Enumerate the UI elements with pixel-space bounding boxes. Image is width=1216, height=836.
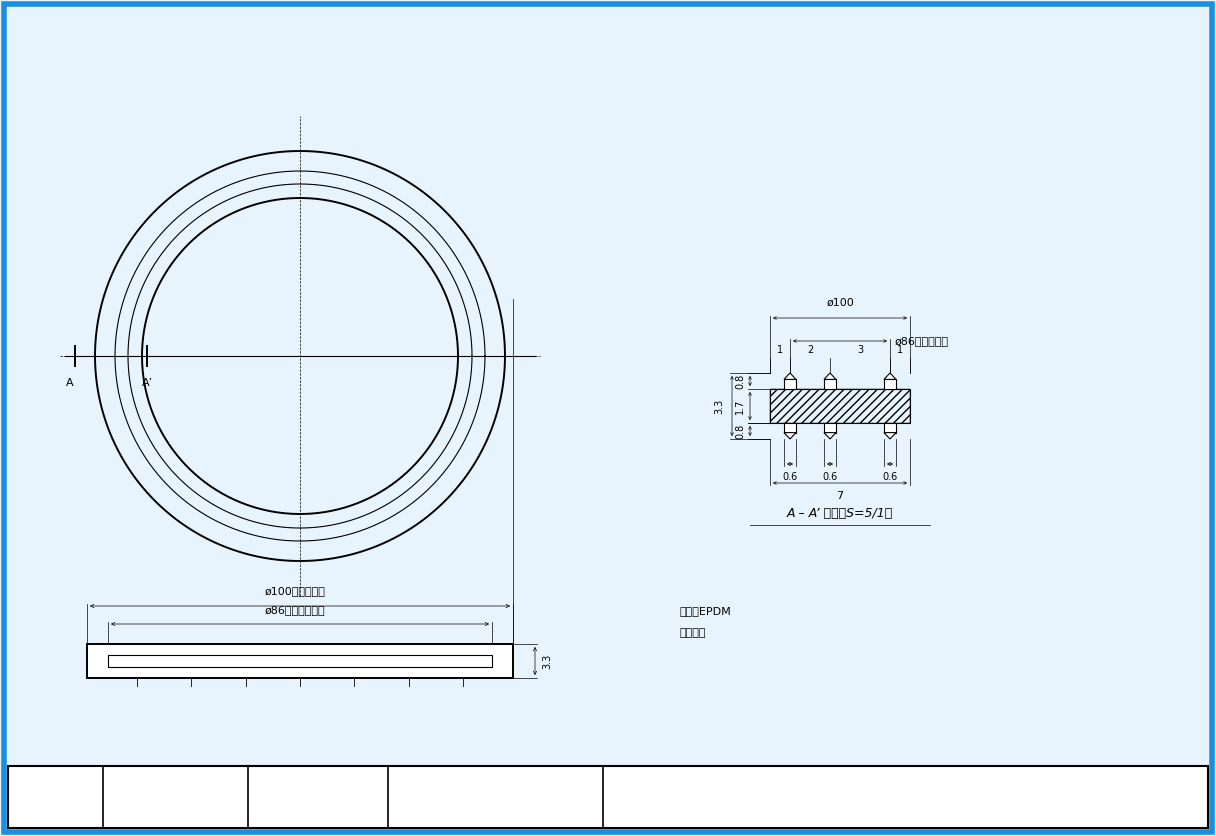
Text: 備考: 備考 (610, 779, 624, 789)
Bar (884, 423, 896, 432)
Bar (88, 644, 513, 678)
Polygon shape (784, 432, 796, 439)
Text: ø100　（平均）: ø100 （平均） (265, 586, 326, 596)
Text: 0.8: 0.8 (734, 423, 745, 439)
Polygon shape (884, 432, 896, 439)
Polygon shape (824, 432, 837, 439)
Text: ø86　　（平均）: ø86 （平均） (265, 605, 326, 615)
Bar (9, 766, 1207, 828)
Text: 1.7: 1.7 (734, 398, 745, 414)
Bar (770, 389, 910, 423)
Text: 部品特定用図: 部品特定用図 (148, 789, 203, 804)
Text: 3: 3 (857, 345, 863, 355)
Text: A’: A’ (141, 378, 152, 388)
Text: 3.3: 3.3 (714, 399, 724, 414)
Text: 0.6: 0.6 (822, 472, 838, 482)
Polygon shape (884, 373, 896, 380)
Polygon shape (824, 373, 837, 380)
Text: 0.6: 0.6 (883, 472, 897, 482)
Text: （3条パッキン）: （3条パッキン） (469, 804, 522, 814)
Text: ø100: ø100 (826, 298, 854, 308)
Bar (824, 380, 837, 389)
Bar (108, 655, 492, 667)
Polygon shape (784, 373, 796, 380)
Text: A – A’ 断面（S=5/1）: A – A’ 断面（S=5/1） (787, 507, 893, 520)
Text: 名称　排水トラップ部品: 名称 排水トラップ部品 (396, 779, 469, 789)
Bar (784, 423, 796, 432)
Text: 1: 1 (777, 345, 783, 355)
Text: 材質：EPDM: 材質：EPDM (680, 606, 732, 616)
Text: 1: 1 (897, 345, 903, 355)
Text: 色　：黒: 色 ：黒 (680, 628, 706, 638)
Text: 3.3: 3.3 (542, 654, 552, 669)
Text: TOTO: TOTO (21, 787, 89, 807)
Text: 0.8: 0.8 (734, 374, 745, 389)
Text: 品番: 品番 (257, 780, 268, 790)
Text: 2: 2 (807, 345, 814, 355)
Text: 0.6: 0.6 (782, 472, 798, 482)
Text: AFKA016: AFKA016 (276, 790, 360, 808)
Bar (770, 389, 910, 423)
Bar (884, 380, 896, 389)
Bar (784, 380, 796, 389)
Text: A: A (66, 378, 74, 388)
Text: 7: 7 (837, 491, 844, 501)
Text: ø86　（平均）: ø86 （平均） (895, 336, 948, 346)
Bar (824, 423, 837, 432)
